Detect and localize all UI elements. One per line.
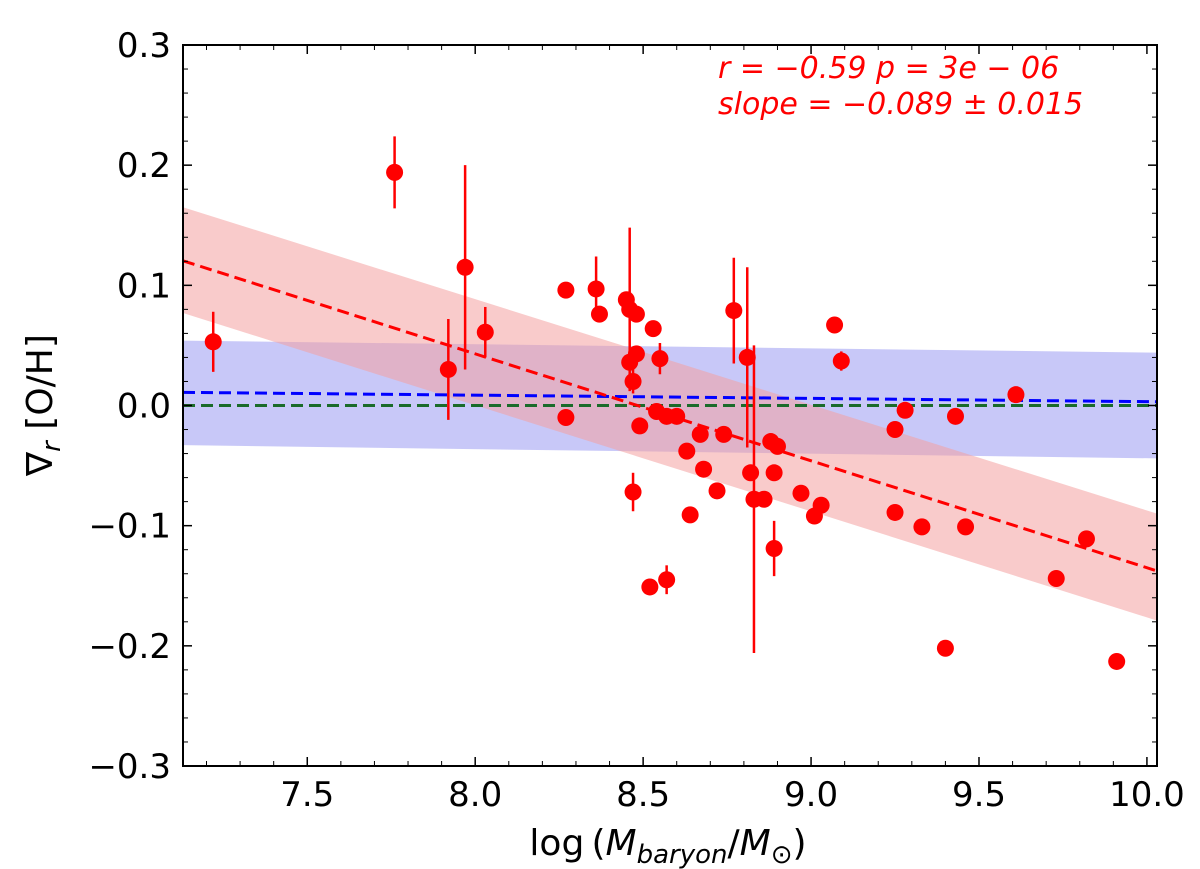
data-point: [742, 464, 760, 482]
data-point: [1077, 530, 1095, 548]
data-point: [624, 483, 642, 501]
data-point: [476, 323, 494, 341]
data-point: [1047, 570, 1065, 588]
x-tick-label: 7.5: [280, 775, 334, 815]
x-axis-title-m1: M: [606, 823, 637, 864]
y-tick-label: 0.0: [117, 387, 171, 427]
data-point: [631, 417, 649, 435]
x-axis-title-sub2: ⊙: [771, 840, 793, 869]
x-axis-title-suffix: ): [793, 823, 807, 864]
data-point: [886, 503, 904, 521]
data-point: [896, 401, 914, 419]
x-tick-label: 9.0: [784, 775, 838, 815]
y-tick-label: −0.1: [88, 507, 171, 547]
data-point: [204, 333, 222, 351]
data-point: [456, 258, 474, 276]
data-point: [826, 316, 844, 334]
x-tick-label: 8.0: [448, 775, 502, 815]
data-point: [668, 407, 686, 425]
y-axis-title-nabla: ∇: [20, 451, 61, 477]
data-point: [627, 305, 645, 323]
data-point: [557, 409, 575, 427]
data-point: [695, 460, 713, 478]
data-point: [439, 360, 457, 378]
x-tick-label: 8.5: [616, 775, 670, 815]
data-point: [725, 302, 743, 320]
tick-labels: 7.5 8.0 8.5 9.0 9.5 10.0 −0.3 −0.2 −0.1 0.0 0.1 0.2…: [88, 26, 1184, 815]
data-point: [812, 496, 830, 514]
y-axis-title-sub: r: [37, 439, 67, 452]
data-point: [832, 352, 850, 370]
x-tick-label: 10.0: [1109, 775, 1185, 815]
data-point: [768, 437, 786, 455]
data-point: [1007, 386, 1025, 404]
data-point: [557, 281, 575, 299]
y-tick-label: −0.2: [88, 627, 171, 667]
y-axis-title-rest: [O/H]: [20, 334, 61, 441]
data-point: [644, 320, 662, 338]
data-point: [715, 425, 733, 443]
y-tick-label: −0.3: [88, 747, 171, 787]
data-points: [204, 136, 1126, 670]
x-axis-title: log (Mbaryon/M⊙): [529, 823, 806, 869]
data-point: [587, 280, 605, 298]
annotation-slope: slope = −0.089 ± 0.015: [718, 87, 1083, 122]
data-point: [738, 348, 756, 366]
data-point: [708, 482, 726, 500]
data-point: [1108, 652, 1126, 670]
data-point: [658, 571, 676, 589]
data-point: [765, 539, 783, 557]
data-point: [936, 639, 954, 657]
x-tick-label: 9.5: [952, 775, 1006, 815]
data-point: [792, 484, 810, 502]
data-point: [627, 345, 645, 363]
x-axis-title-m2: M: [740, 823, 771, 864]
data-point: [913, 518, 931, 536]
annotation-stats: r = −0.59 p = 3e − 06: [718, 51, 1059, 86]
y-tick-label: 0.1: [117, 266, 171, 306]
axis-ticks: [183, 44, 1157, 767]
data-point: [590, 305, 608, 323]
data-point: [886, 421, 904, 439]
data-point: [946, 407, 964, 425]
data-point: [691, 425, 709, 443]
blue-fit-line: [182, 390, 1158, 404]
data-point: [651, 350, 669, 368]
x-axis-title-prefix: log (: [529, 823, 605, 864]
y-tick-label: 0.2: [117, 146, 171, 186]
data-point: [624, 372, 642, 390]
data-point: [641, 578, 659, 596]
data-point: [386, 163, 404, 181]
y-axis-title: ∇r [O/H]: [20, 334, 67, 477]
data-point: [765, 464, 783, 482]
data-point: [678, 442, 696, 460]
y-tick-label: 0.3: [117, 26, 171, 66]
data-point: [755, 490, 773, 508]
x-axis-title-sub1: baryon: [637, 840, 728, 869]
data-point: [681, 506, 699, 524]
x-axis-title-slash: /: [728, 823, 741, 864]
data-point: [957, 518, 975, 536]
